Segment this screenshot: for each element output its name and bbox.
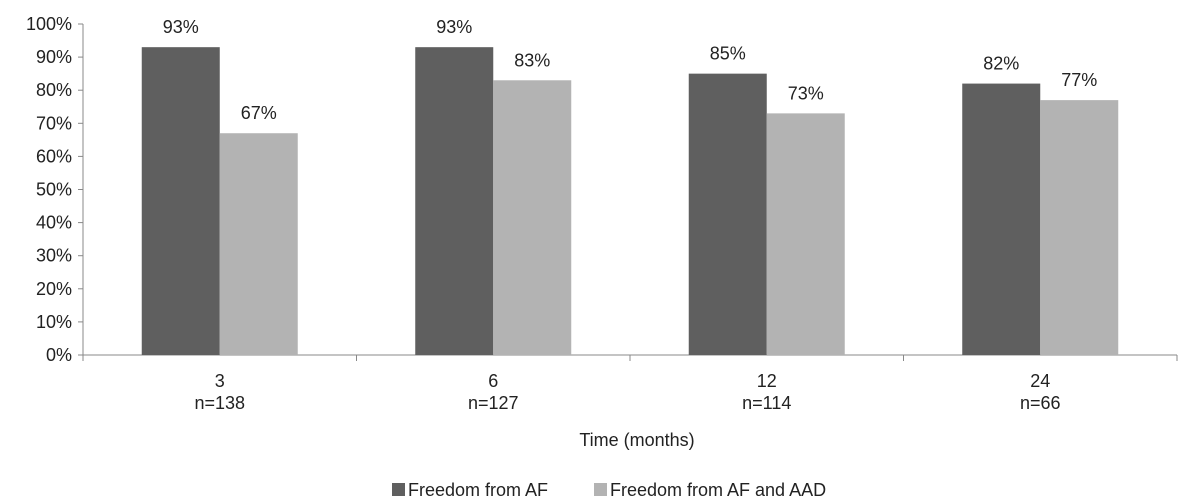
x-category-sublabel: n=66: [1020, 393, 1061, 413]
x-axis-title: Time (months): [579, 430, 694, 450]
y-tick-label: 20%: [36, 279, 72, 299]
category-labels: 3n=138 6n=127 12n=114 24n=66: [194, 371, 1060, 413]
y-axis: 0% 10% 20% 30% 40% 50% 60% 70% 80% 90% 100%: [26, 14, 84, 365]
legend: Freedom from AF Freedom from AF and AAD: [392, 480, 826, 500]
legend-label: Freedom from AF and AAD: [610, 480, 826, 500]
bar-freedom-from-af-3: [141, 47, 220, 356]
data-label: 73%: [788, 83, 824, 103]
x-category-sublabel: n=138: [194, 393, 245, 413]
data-label: 82%: [983, 54, 1019, 74]
x-category-label: 24: [1030, 371, 1050, 391]
y-tick-label: 30%: [36, 246, 72, 266]
x-category-label: 6: [488, 371, 498, 391]
x-category-label: 12: [757, 371, 777, 391]
bar-freedom-from-af-12: [688, 73, 767, 356]
y-tick-label: 50%: [36, 180, 72, 200]
legend-swatch: [594, 483, 607, 496]
y-tick-label: 10%: [36, 312, 72, 332]
data-label: 67%: [241, 103, 277, 123]
bar-freedom-from-af-24: [962, 83, 1041, 355]
x-category-sublabel: n=127: [468, 393, 519, 413]
x-category-label: 3: [215, 371, 225, 391]
bar-freedom-from-af-6: [415, 47, 494, 356]
y-tick-label: 70%: [36, 113, 72, 133]
x-axis: [82, 354, 1178, 361]
bar-freedom-from-af-and-aad-12: [766, 113, 845, 356]
data-label: 77%: [1061, 70, 1097, 90]
y-tick-label: 80%: [36, 80, 72, 100]
x-category-sublabel: n=114: [742, 393, 791, 413]
bars: [141, 47, 1119, 356]
y-tick-label: 0%: [46, 345, 72, 365]
bar-freedom-from-af-and-aad-3: [219, 133, 298, 355]
data-labels: 93% 67% 93% 83% 85% 73% 82% 77%: [163, 17, 1098, 123]
bar-freedom-from-af-and-aad-6: [493, 80, 572, 356]
y-tick-label: 60%: [36, 146, 72, 166]
y-tick-label: 100%: [26, 14, 72, 34]
y-tick-label: 40%: [36, 213, 72, 233]
legend-label: Freedom from AF: [408, 480, 548, 500]
data-label: 93%: [163, 17, 199, 37]
data-label: 85%: [710, 44, 746, 64]
legend-swatch: [392, 483, 405, 496]
y-tick-label: 90%: [36, 47, 72, 67]
data-label: 83%: [514, 50, 550, 70]
data-label: 93%: [436, 17, 472, 37]
bar-freedom-from-af-and-aad-24: [1040, 100, 1119, 355]
